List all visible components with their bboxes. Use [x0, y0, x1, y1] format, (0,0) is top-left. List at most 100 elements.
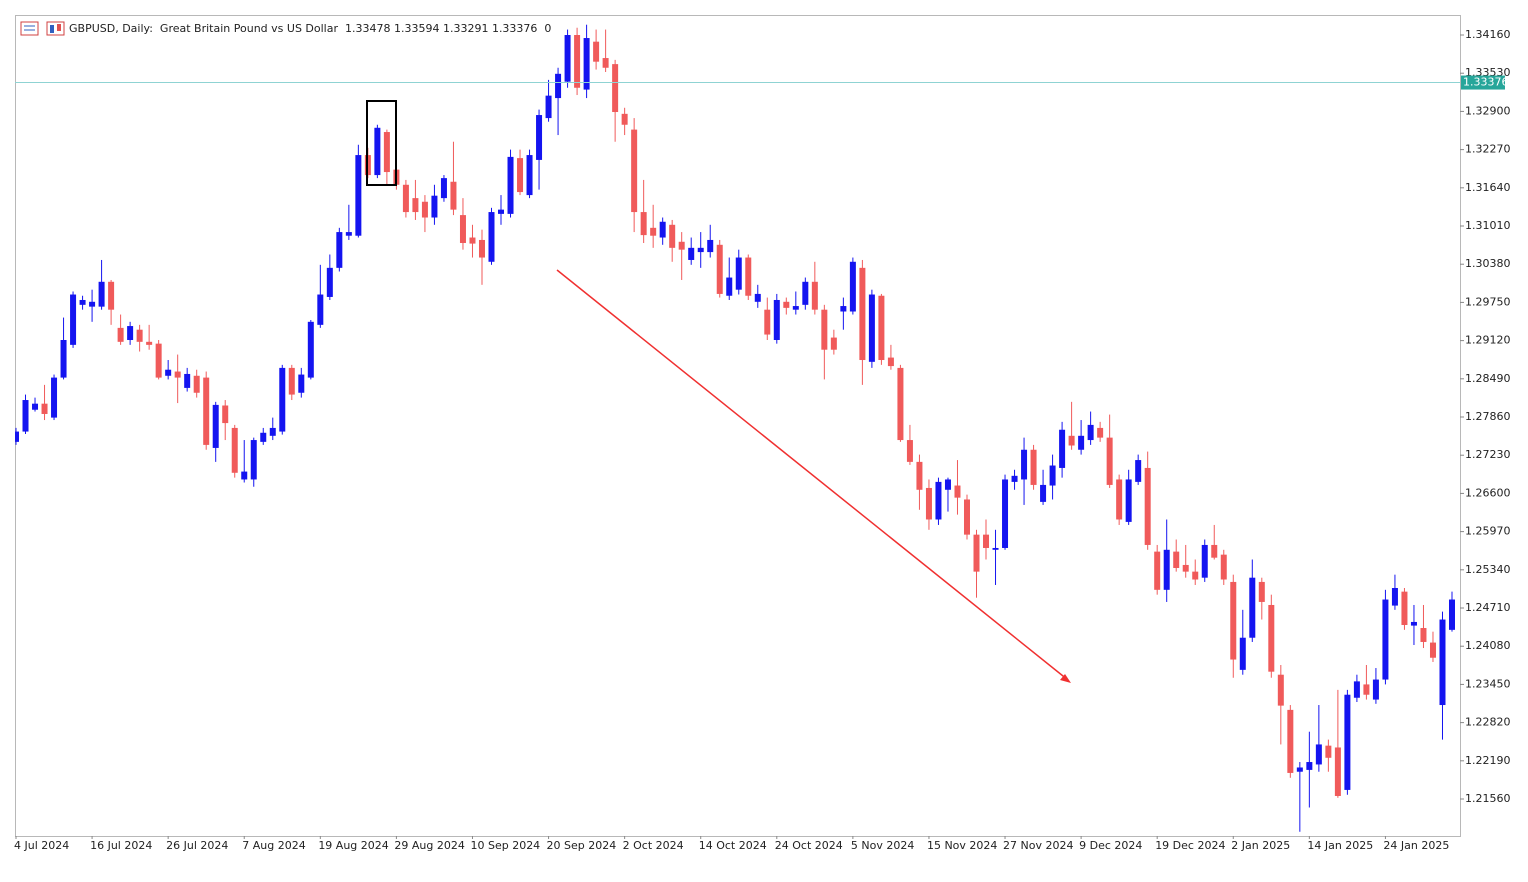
candle-body: [79, 299, 86, 305]
x-tick-label: 7 Aug 2024: [242, 839, 305, 852]
y-tick-label: 1.28490: [1465, 372, 1511, 385]
candle-body: [1087, 424, 1094, 441]
candle-body: [298, 374, 305, 393]
candle-body: [307, 321, 314, 378]
candle-body: [1258, 581, 1265, 602]
candle-body: [317, 294, 324, 325]
candle-body: [241, 471, 248, 480]
candle-body: [773, 299, 780, 341]
candle-body: [1059, 429, 1066, 468]
candle-body: [830, 337, 837, 350]
candle-body: [374, 127, 381, 176]
candle-body: [1097, 427, 1104, 438]
candle-body: [421, 201, 428, 218]
candle-body: [184, 373, 191, 388]
candle-body: [15, 431, 19, 442]
candle-body: [1449, 599, 1455, 630]
price-label: 1.33376: [1463, 76, 1509, 89]
candle-body: [355, 155, 362, 236]
candle-body: [1382, 599, 1389, 680]
y-tick-label: 1.32270: [1465, 143, 1511, 156]
candle-body: [602, 58, 609, 68]
x-tick-label: 20 Sep 2024: [547, 839, 617, 852]
candle-body: [1249, 577, 1256, 638]
candle-body: [1353, 681, 1360, 698]
candle-body: [1154, 551, 1161, 590]
candle-body: [1040, 484, 1047, 502]
candle-body: [41, 403, 48, 414]
candle-body: [1011, 475, 1018, 482]
candle-body: [146, 341, 153, 345]
header-icons: [20, 21, 65, 36]
candle-body: [545, 95, 552, 119]
candle-body: [165, 369, 172, 376]
candle-body: [1220, 554, 1227, 580]
candle-body: [469, 237, 476, 244]
x-tick-label: 2 Oct 2024: [623, 839, 684, 852]
candle-body: [954, 485, 961, 498]
candle-body: [935, 481, 942, 520]
candle-body: [593, 41, 600, 62]
candle-body: [878, 295, 885, 361]
x-tick-label: 19 Aug 2024: [318, 839, 388, 852]
candle-body: [697, 247, 704, 253]
candle-body: [203, 377, 210, 445]
candle-body: [288, 367, 295, 395]
candle-body: [459, 215, 466, 243]
candle-body: [222, 405, 229, 424]
candle-body: [174, 371, 181, 378]
candle-body: [1239, 637, 1246, 670]
y-tick-label: 1.25970: [1465, 525, 1511, 538]
candle-body: [526, 155, 533, 196]
candle-body: [250, 440, 257, 480]
candle-body: [507, 156, 514, 214]
candle-body: [89, 301, 96, 307]
candle-body: [659, 221, 666, 238]
x-tick-label: 19 Dec 2024: [1155, 839, 1225, 852]
candle-body: [944, 479, 951, 490]
candle-body: [1334, 747, 1341, 796]
candle-body: [973, 534, 980, 572]
price-label-box: [1461, 75, 1505, 90]
candle-body: [735, 257, 742, 290]
icon: [57, 24, 61, 31]
y-tick-label: 1.24710: [1465, 601, 1511, 614]
x-tick-label: 10 Sep 2024: [470, 839, 540, 852]
candle-body: [745, 257, 752, 296]
y-tick-label: 1.25340: [1465, 563, 1511, 576]
candle-body: [1106, 437, 1113, 485]
candle-body: [326, 267, 333, 297]
candle-body: [849, 261, 856, 312]
icon: [50, 25, 54, 33]
y-tick-label: 1.32900: [1465, 104, 1511, 117]
candle-body: [22, 400, 29, 432]
candle-body: [517, 158, 524, 193]
y-tick-label: 1.31010: [1465, 219, 1511, 232]
candle-body: [716, 244, 723, 294]
candle-body: [555, 73, 562, 99]
candle-body: [783, 301, 790, 308]
candle-body: [868, 294, 875, 362]
y-tick-label: 1.23450: [1465, 677, 1511, 690]
candle-body: [440, 178, 447, 199]
x-tick-label: 24 Jan 2025: [1383, 839, 1449, 852]
candle-body: [650, 227, 657, 236]
candle-body: [678, 241, 685, 250]
y-tick-label: 1.22190: [1465, 754, 1511, 767]
candle-body: [51, 377, 58, 418]
candle-body: [1410, 621, 1417, 626]
candle-body: [1030, 449, 1037, 485]
candle-body: [1315, 744, 1322, 765]
candle-body: [1420, 628, 1427, 642]
x-tick-label: 2 Jan 2025: [1231, 839, 1290, 852]
candle-body: [612, 64, 619, 113]
candle-body: [1230, 581, 1237, 660]
y-tick-label: 1.29120: [1465, 334, 1511, 347]
candle-body: [1068, 435, 1075, 446]
candle-body: [383, 132, 390, 173]
chart-header: GBPUSD, Daily: Great Britain Pound vs US…: [69, 22, 551, 35]
candle-body: [32, 403, 39, 410]
candle-body: [640, 212, 647, 236]
